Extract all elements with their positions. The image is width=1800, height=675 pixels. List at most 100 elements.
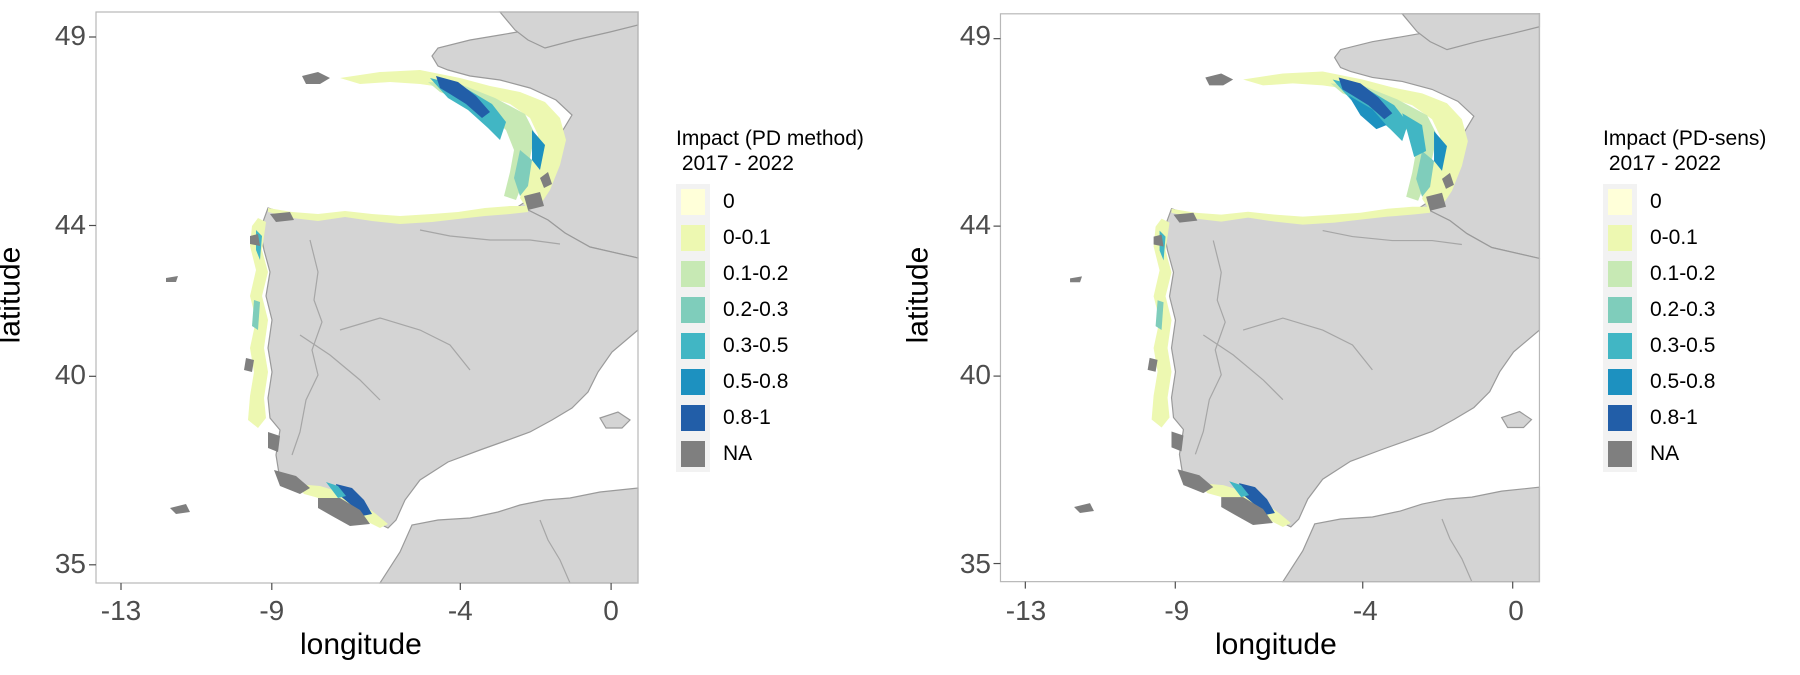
- legend-label: 0: [723, 190, 735, 213]
- na-area: [268, 432, 280, 452]
- x-tick-label: -13: [100, 595, 142, 626]
- na-area: [302, 72, 330, 84]
- legend-label: 0.2-0.3: [1650, 298, 1716, 321]
- legend-key: [1603, 400, 1637, 436]
- legend-label: 0-0.1: [1650, 226, 1698, 249]
- na-area: [1221, 497, 1273, 525]
- y-tick-label: 44: [959, 208, 991, 240]
- legend-swatch: [1608, 261, 1632, 287]
- impact-area: [1330, 83, 1438, 201]
- x-tick-label: -4: [1352, 595, 1378, 626]
- country-border: [1194, 240, 1226, 455]
- na-area: [524, 192, 544, 210]
- legend-item: 0.3-0.5: [1603, 328, 1766, 364]
- map-layers: [166, 11, 639, 584]
- na-area: [1147, 357, 1158, 372]
- map-plot: [993, 13, 1541, 589]
- legend-label: 0.8-1: [723, 406, 771, 429]
- y-tick-label: 49: [959, 20, 991, 51]
- legend-item: 0.5-0.8: [676, 364, 864, 400]
- legend-key: [1603, 184, 1637, 220]
- legend-title: Impact (PD method) 2017 - 2022: [676, 127, 864, 175]
- legend-key: [676, 400, 710, 436]
- country-border: [291, 239, 323, 456]
- legend-swatch: [681, 369, 705, 395]
- map-plot: [89, 11, 639, 590]
- legend-swatch: [1608, 405, 1632, 431]
- impact-area: [532, 130, 545, 170]
- impact-area: [430, 78, 506, 140]
- legend-item: NA: [676, 436, 864, 472]
- land-balearic: [1500, 410, 1533, 429]
- country-border: [1322, 230, 1462, 246]
- legend-swatch: [1608, 225, 1632, 251]
- na-area: [1153, 234, 1164, 247]
- country-border: [1242, 317, 1373, 371]
- na-area: [274, 470, 310, 494]
- y-tick-label: 40: [959, 359, 991, 391]
- legend-key: [676, 328, 710, 364]
- legend-label: 0.8-1: [1650, 406, 1698, 429]
- country-border: [419, 229, 561, 245]
- legend-item: 0: [676, 184, 864, 220]
- legend-swatch: [681, 333, 705, 359]
- legend-key: [676, 292, 710, 328]
- y-axis-title: latitude: [901, 246, 935, 344]
- land-balearic: [599, 411, 631, 429]
- legend-swatch: [681, 225, 705, 251]
- legend-key: [676, 220, 710, 256]
- x-tick-label: -9: [259, 595, 285, 626]
- na-area: [1442, 172, 1454, 189]
- legend-title: Impact (PD-sens) 2017 - 2022: [1603, 127, 1767, 175]
- legend-key: [676, 364, 710, 400]
- x-axis-title: longitude: [300, 628, 422, 661]
- na-area: [166, 276, 178, 282]
- legend-swatch: [1608, 369, 1632, 395]
- legend-swatch: [1608, 333, 1632, 359]
- x-tick-label: 0: [603, 595, 619, 626]
- impact-area: [1348, 95, 1387, 130]
- na-area: [170, 504, 190, 514]
- legend-swatch: [681, 297, 705, 323]
- impact-area: [1434, 131, 1447, 171]
- legend-item: 0.8-1: [676, 400, 864, 436]
- map-frame: [999, 13, 1541, 583]
- legend-item: 0.8-1: [1603, 400, 1766, 436]
- legend-label: 0: [1650, 190, 1662, 213]
- impact-area: [336, 484, 372, 516]
- na-area: [540, 172, 552, 188]
- impact-area: [1338, 77, 1393, 120]
- na-area: [1070, 276, 1083, 283]
- legend-item: NA: [1603, 436, 1766, 472]
- map-panel-left: longitude latitude -13 -9 -4 0 49 44 40 35 Imp…: [0, 11, 864, 661]
- na-area: [270, 212, 294, 222]
- legend-key: [1603, 364, 1637, 400]
- y-tick-label: 44: [54, 208, 86, 240]
- legend-key: [676, 184, 710, 220]
- na-area: [1177, 469, 1214, 494]
- legend-item: 0-0.1: [676, 220, 864, 256]
- legend: Impact (PD-sens) 2017 - 2022 0 0-0.1 0.1-0…: [1603, 126, 1766, 472]
- impact-area: [1243, 71, 1468, 211]
- country-border: [1441, 518, 1473, 582]
- legend-key: [676, 436, 710, 472]
- legend-key: [1603, 436, 1637, 472]
- legend-key: [1603, 256, 1637, 292]
- impact-area: [1416, 151, 1435, 197]
- y-tick-label: 35: [54, 547, 86, 579]
- na-area: [244, 358, 254, 372]
- legend-key: [1603, 292, 1637, 328]
- legend-items: 0 0-0.1 0.1-0.2 0.2-0.3 0.3-0.5 0.5-0.8 0.8-1 N…: [676, 184, 864, 472]
- legend-label: 0.3-0.5: [723, 334, 789, 357]
- x-tick-label: -4: [447, 595, 473, 626]
- x-tick-label: -9: [1164, 595, 1190, 626]
- map-frame: [95, 11, 639, 584]
- country-border: [299, 334, 381, 401]
- impact-area: [252, 300, 260, 330]
- na-area: [1205, 73, 1234, 86]
- legend-item: 0.1-0.2: [676, 256, 864, 292]
- na-area: [1074, 503, 1094, 514]
- legend-item: 0.1-0.2: [1603, 256, 1766, 292]
- legend-label: 0.5-0.8: [1650, 370, 1716, 393]
- impact-area: [340, 70, 566, 210]
